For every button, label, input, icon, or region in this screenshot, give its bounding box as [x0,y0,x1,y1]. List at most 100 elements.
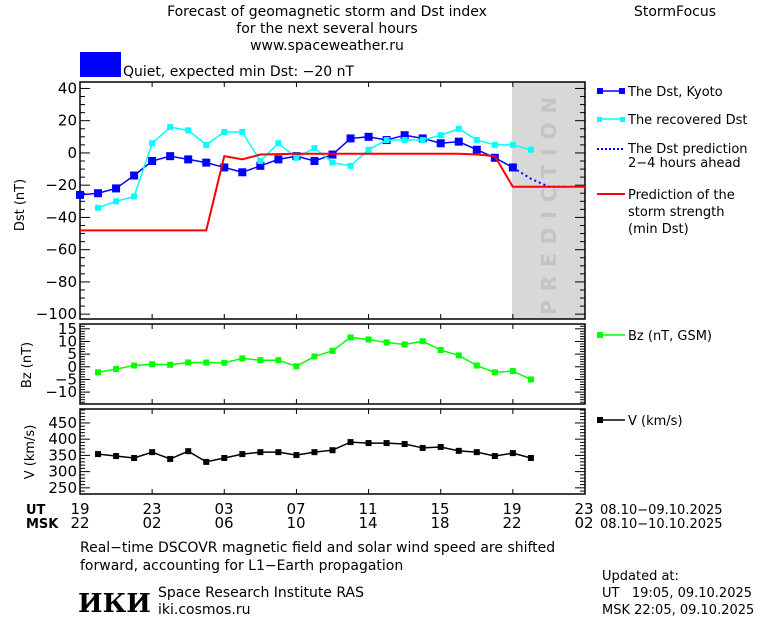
chart-title-line2: for the next several hours [236,21,417,37]
bz-data-point [275,357,282,364]
dst-data-point [472,145,481,154]
dst-data-point [454,137,463,146]
bz-data-point [509,368,516,375]
bz-data-point [437,347,444,354]
v-data-point [509,450,516,457]
v-data-point [401,441,408,448]
updated-msk: MSK 22:05, 09.10.2025 [602,603,754,618]
prediction-zone [512,82,585,319]
dst-y-tick-label: −20 [45,176,77,194]
dst-data-point [491,141,498,148]
chart-title-line1: Forecast of geomagnetic storm and Dst in… [167,4,487,20]
v-data-point [149,449,156,456]
dst-series-line-1 [97,126,532,209]
v-data-point [383,440,390,447]
msk-tick-label: 02 [574,514,593,532]
dst-data-point [185,127,192,134]
legend-strength: Prediction of the [628,188,735,203]
v-data-point [257,449,264,456]
bz-data-point [473,362,480,369]
legend-strength-2: storm strength [628,205,725,220]
v-data-point [185,448,192,455]
v-data-point [455,447,462,454]
dst-data-point [239,128,246,135]
msk-tick-label: 06 [214,514,233,532]
legend-kyoto: The Dst, Kyoto [627,85,723,100]
dst-data-point [293,154,300,161]
dst-data-point [76,190,84,199]
dst-data-point [419,137,426,144]
institute-site[interactable]: iki.cosmos.ru [158,602,250,618]
msk-tick-label: 18 [430,514,449,532]
dst-data-point [383,137,390,144]
footer-note-line1: Real−time DSCOVR magnetic field and sola… [80,540,555,556]
dst-data-point [167,124,174,131]
v-data-point [203,458,210,465]
dst-data-point [365,146,372,153]
bz-data-point [311,353,318,360]
dst-data-point [455,125,462,132]
v-data-point [113,453,120,460]
dst-data-point [275,140,282,147]
bz-axis-label: Bz (nT) [20,342,35,388]
dst-data-point [256,161,265,170]
dst-data-point [221,128,228,135]
bz-data-point [131,362,138,369]
bz-data-point [527,376,534,383]
bz-data-point [329,347,336,354]
legend-bz: Bz (nT, GSM) [628,329,712,344]
v-data-point [275,449,282,456]
bz-data-point [347,334,354,341]
updated-label: Updated at: [602,569,679,584]
ut-tick-label: 11 [358,500,377,518]
bz-data-point [95,369,102,376]
dst-data-point [509,141,516,148]
dst-data-point [112,184,121,193]
status-color-box [80,52,121,77]
dst-data-point [473,137,480,144]
iki-logo: ИКИ [78,589,151,619]
ut-date-range: 08.10−09.10.2025 [600,503,723,518]
msk-tick-label: 02 [142,514,161,532]
dst-data-point [436,139,445,148]
bz-data-point [113,366,120,373]
v-y-tick-label: 400 [48,430,77,448]
ut-tick-label: 07 [286,500,305,518]
status-text: Quiet, expected min Dst: −20 nT [123,64,355,80]
dst-data-point [347,162,354,169]
msk-tick-label: 14 [358,514,377,532]
ut-tick-label: 03 [214,500,233,518]
dst-data-point [311,145,318,152]
ut-tick-label: 19 [70,500,89,518]
dst-data-point [131,193,138,200]
dst-data-point [346,134,355,143]
ut-label: UT [26,503,46,518]
v-data-point [527,454,534,461]
msk-tick-label: 22 [70,514,89,532]
v-data-point [167,455,174,462]
bz-y-tick-label: 15 [58,320,77,338]
dst-data-point [329,159,336,166]
bz-data-point [239,355,246,362]
bz-data-point [203,359,210,366]
dst-data-point [310,157,319,165]
v-y-tick-label: 450 [48,414,77,432]
dst-y-tick-label: −80 [45,273,77,291]
brand-name: StormFocus [634,4,716,20]
bz-data-point [365,336,372,343]
bz-y-tick-label: 10 [58,332,77,350]
v-y-tick-label: 250 [48,479,77,497]
dst-y-tick-label: 20 [58,112,77,130]
dst-y-tick-label: −60 [45,241,77,259]
dst-panel-frame [79,81,586,320]
ut-tick-label: 23 [142,500,161,518]
bz-data-point [491,369,498,376]
v-data-point [311,449,318,456]
v-data-point [293,452,300,459]
bz-y-tick-label: 5 [67,345,77,363]
site-url[interactable]: www.spaceweather.ru [250,38,404,54]
dst-data-point [238,168,247,177]
dst-data-point [203,141,210,148]
v-y-tick-label: 350 [48,446,77,464]
dst-data-point [274,155,283,164]
